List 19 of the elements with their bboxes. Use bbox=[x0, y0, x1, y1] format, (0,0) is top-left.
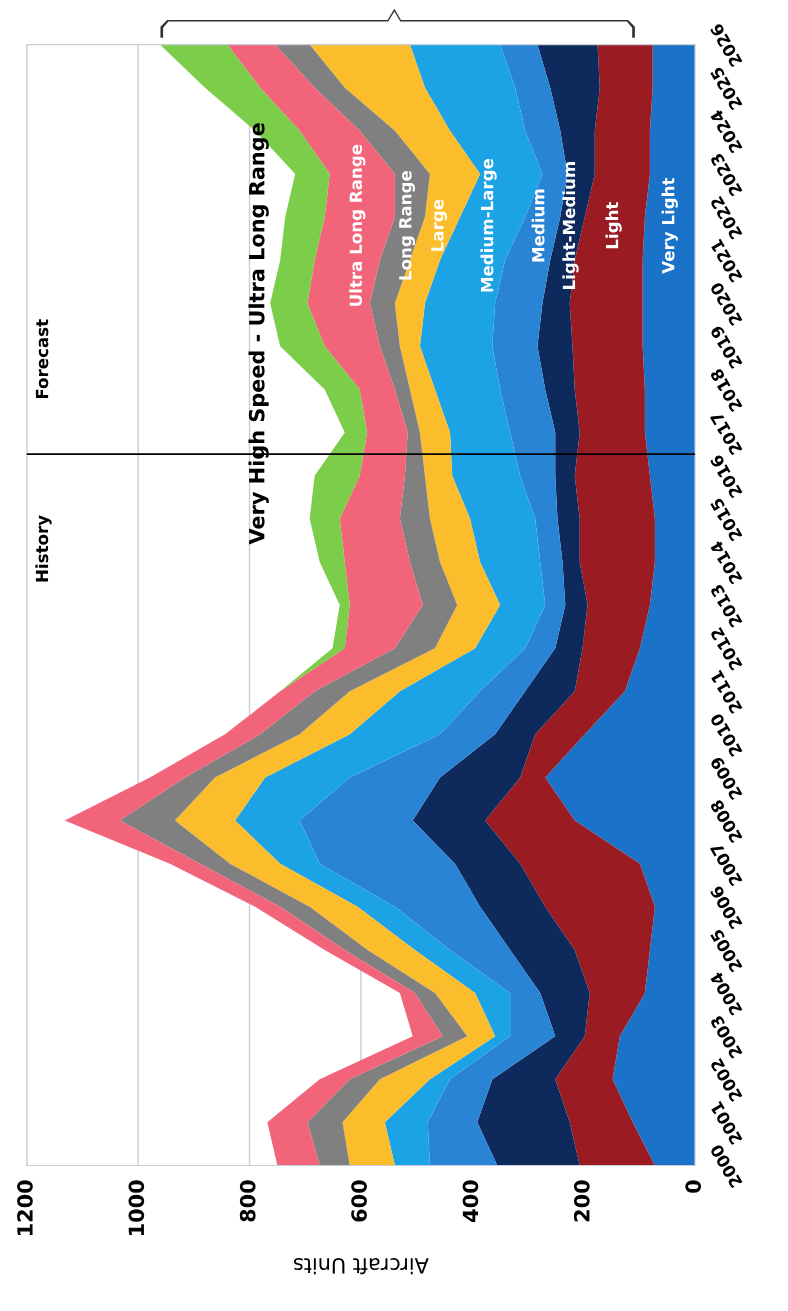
series-label: Large bbox=[431, 199, 448, 251]
x-tick-label: 200 bbox=[573, 1180, 590, 1222]
series-label: Light-Medium bbox=[562, 162, 579, 289]
series-label: Ultra Long Range bbox=[349, 144, 366, 306]
text: Very High Speed - Ultra Long Range bbox=[248, 123, 269, 545]
series-label: Long Range bbox=[399, 171, 415, 280]
series-label: Light bbox=[605, 201, 622, 249]
x-tick-label: 1200 bbox=[17, 1180, 33, 1235]
annotation: Forecast bbox=[35, 319, 49, 399]
x-tick-label: 400 bbox=[462, 1180, 479, 1222]
x-tick-label: 800 bbox=[239, 1180, 256, 1222]
x-axis-title: Aircraft Units bbox=[293, 1258, 429, 1275]
annotation: History bbox=[35, 515, 52, 582]
series-label: Medium bbox=[531, 189, 545, 262]
series-label: Medium-Large bbox=[480, 158, 497, 292]
x-tick-label: 1000 bbox=[128, 1180, 145, 1235]
series-label: Very Light bbox=[661, 177, 678, 274]
x-tick-label: 600 bbox=[351, 1180, 367, 1222]
x-tick-label: 0 bbox=[685, 1180, 702, 1193]
